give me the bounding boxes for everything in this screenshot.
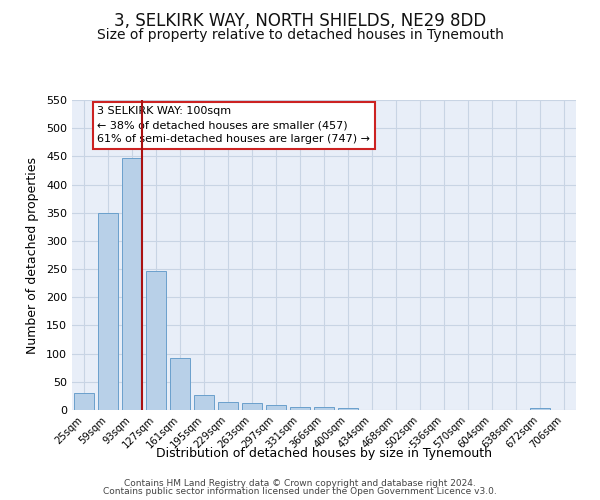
Bar — [242, 403, 262, 410]
Bar — [530, 408, 550, 410]
Bar — [122, 158, 142, 410]
Y-axis label: Number of detached properties: Number of detached properties — [26, 156, 39, 354]
Bar — [314, 407, 334, 410]
Bar — [74, 393, 94, 410]
Bar — [98, 212, 118, 410]
Bar — [146, 271, 166, 410]
Text: 3 SELKIRK WAY: 100sqm
← 38% of detached houses are smaller (457)
61% of semi-det: 3 SELKIRK WAY: 100sqm ← 38% of detached … — [97, 106, 370, 144]
Bar — [170, 358, 190, 410]
Bar — [194, 396, 214, 410]
Bar — [338, 408, 358, 410]
Text: Distribution of detached houses by size in Tynemouth: Distribution of detached houses by size … — [156, 448, 492, 460]
Text: Contains HM Land Registry data © Crown copyright and database right 2024.: Contains HM Land Registry data © Crown c… — [124, 478, 476, 488]
Bar — [290, 406, 310, 410]
Bar — [266, 406, 286, 410]
Text: Contains public sector information licensed under the Open Government Licence v3: Contains public sector information licen… — [103, 487, 497, 496]
Text: 3, SELKIRK WAY, NORTH SHIELDS, NE29 8DD: 3, SELKIRK WAY, NORTH SHIELDS, NE29 8DD — [114, 12, 486, 30]
Text: Size of property relative to detached houses in Tynemouth: Size of property relative to detached ho… — [97, 28, 503, 42]
Bar — [218, 402, 238, 410]
